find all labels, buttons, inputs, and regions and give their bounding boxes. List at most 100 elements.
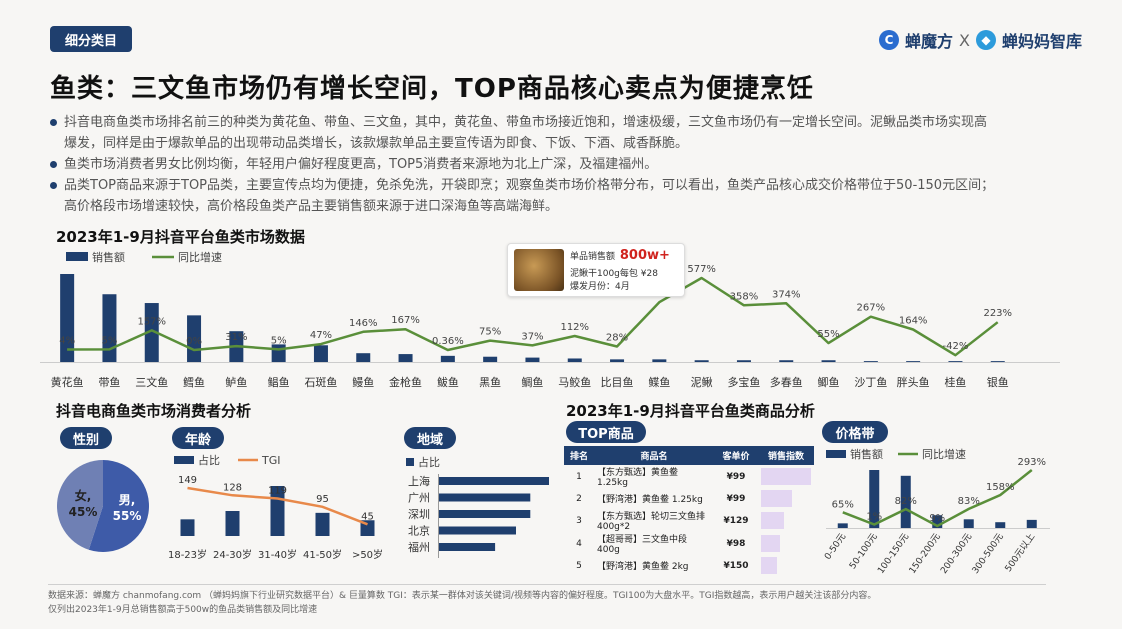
footer-divider bbox=[48, 584, 1046, 585]
sales-index-cell bbox=[758, 465, 814, 488]
price-bar-6 bbox=[1026, 519, 1037, 528]
page-title: 鱼类：三文鱼市场仍有增长空间，TOP商品核心卖点为便捷烹饪 bbox=[50, 74, 814, 104]
top-goods-table: 排名 商品名 客单价 销售指数 1 【东方甄选】黄鱼鲞 1.25kg ¥99 2 【野湾… bbox=[564, 446, 814, 576]
legend-growth-label: 同比增速 bbox=[178, 250, 222, 264]
growth-label-1: 5% bbox=[102, 335, 118, 346]
sales-index-cell bbox=[758, 509, 814, 532]
top-goods-pill: TOP商品 bbox=[566, 421, 646, 443]
callout-product: 泥鳅干100g每包 ¥28 bbox=[570, 269, 658, 279]
age-bar-1 bbox=[225, 511, 240, 536]
growth-line bbox=[67, 276, 999, 357]
category-label-0: 黄花鱼 bbox=[51, 375, 84, 389]
callout-product-image bbox=[514, 249, 564, 291]
sales-index-bar bbox=[761, 557, 777, 574]
bar-sales-2 bbox=[144, 303, 159, 362]
category-label-11: 鲷鱼 bbox=[521, 375, 543, 389]
rank-cell: 1 bbox=[576, 471, 582, 482]
category-label-17: 多春鱼 bbox=[770, 375, 803, 389]
brand-chanmofang: 蝉魔方 bbox=[905, 32, 954, 51]
pie-label-male-value: 55% bbox=[113, 509, 142, 523]
growth-label-22: 223% bbox=[983, 308, 1012, 319]
price-growth-label-1: 1% bbox=[866, 512, 882, 523]
rank-cell: 2 bbox=[576, 493, 582, 504]
growth-label-17: 374% bbox=[772, 289, 801, 300]
category-label-2: 三文鱼 bbox=[135, 375, 168, 389]
category-label-10: 黑鱼 bbox=[479, 375, 501, 389]
category-label-7: 鳗鱼 bbox=[352, 375, 374, 389]
price-growth-label-5: 158% bbox=[986, 482, 1015, 493]
age-bar-0 bbox=[180, 519, 195, 536]
price-growth-line bbox=[842, 469, 1033, 528]
region-bar-2 bbox=[439, 510, 531, 518]
growth-label-8: 167% bbox=[391, 315, 420, 326]
age-category-4: >50岁 bbox=[352, 548, 383, 561]
bar-sales-18 bbox=[821, 360, 836, 362]
pie-label-male-name: 男, bbox=[119, 493, 136, 507]
price-category-0: 0-50元 bbox=[823, 532, 848, 562]
bar-sales-20 bbox=[906, 361, 921, 363]
price-growth-label-6: 293% bbox=[1017, 457, 1046, 468]
price-bar-3 bbox=[932, 515, 943, 528]
growth-label-13: 28% bbox=[606, 333, 628, 344]
price-bar-4 bbox=[963, 519, 974, 528]
price-cell: ¥129 bbox=[723, 515, 749, 526]
legend-sales-label: 销售额 bbox=[92, 250, 125, 264]
bar-sales-9 bbox=[440, 355, 455, 362]
age-tgi-label-4: 45 bbox=[361, 511, 374, 522]
brand-separator: X bbox=[959, 30, 970, 50]
bullet-3: 品类TOP商品来源于TOP品类，主要宣传点均为便捷，免杀免洗，开袋即烹；观察鱼类… bbox=[48, 175, 1088, 196]
callout-value: 800w+ bbox=[619, 248, 670, 263]
gender-pie-chart: 男, 55% 女, 45% bbox=[57, 460, 149, 552]
category-label-22: 银鱼 bbox=[987, 375, 1009, 389]
region-pill: 地域 bbox=[404, 427, 456, 449]
price-bar-2 bbox=[900, 475, 911, 528]
price-category-1: 50-100元 bbox=[848, 532, 880, 571]
sales-index-cell bbox=[758, 532, 814, 555]
price-bar-5 bbox=[995, 522, 1006, 528]
bar-sales-11 bbox=[525, 357, 540, 362]
product-name-cell: 【野湾港】黄鱼鲞 1.25kg bbox=[597, 495, 703, 505]
growth-label-15: 577% bbox=[687, 264, 716, 275]
price-legend-sales: 销售额 bbox=[850, 447, 883, 461]
bar-sales-19 bbox=[863, 361, 878, 363]
region-legend-swatch bbox=[406, 458, 414, 466]
brand-logos: C 蝉魔方 X ◆ 蝉妈妈智库 bbox=[879, 28, 1082, 52]
sales-index-bar bbox=[761, 535, 780, 552]
callout-label: 单品销售额 bbox=[570, 252, 616, 262]
sales-index-bar bbox=[761, 490, 792, 507]
brand-chanmama: 蝉妈妈智库 bbox=[1001, 32, 1082, 51]
age-legend-tgi: TGI bbox=[261, 454, 281, 467]
age-pill: 年龄 bbox=[172, 427, 224, 449]
growth-label-19: 267% bbox=[857, 303, 886, 314]
sales-index-cell bbox=[758, 555, 814, 576]
growth-label-9: 0.36% bbox=[432, 336, 464, 347]
price-growth-label-2: 82% bbox=[895, 496, 917, 507]
price-cell: ¥98 bbox=[726, 538, 746, 549]
product-name-cell: 【东方甄选】轮切三文鱼排 400g*2 bbox=[597, 512, 706, 532]
bar-sales-16 bbox=[736, 360, 751, 362]
legend-sales-swatch bbox=[66, 252, 88, 261]
region-legend-label: 占比 bbox=[418, 455, 440, 469]
category-label-9: 鲅鱼 bbox=[437, 375, 459, 389]
age-tgi-label-3: 95 bbox=[316, 494, 329, 505]
category-label-6: 石斑鱼 bbox=[304, 375, 337, 389]
bar-sales-15 bbox=[694, 360, 709, 362]
bar-sales-5 bbox=[271, 344, 286, 362]
col-name: 商品名 bbox=[594, 446, 714, 465]
category-label-3: 鳕鱼 bbox=[183, 375, 205, 389]
pie-label-female-value: 45% bbox=[69, 505, 98, 519]
age-category-3: 41-50岁 bbox=[303, 548, 342, 561]
price-category-3: 150-200元 bbox=[908, 532, 943, 576]
pie-slice-female bbox=[57, 460, 103, 550]
pie-slice-male bbox=[88, 460, 149, 552]
category-label-4: 鲈鱼 bbox=[225, 375, 247, 389]
price-growth-label-0: 65% bbox=[832, 499, 854, 510]
region-label-3: 北京 bbox=[408, 524, 430, 538]
growth-label-21: -42% bbox=[943, 341, 969, 352]
table-row: 5 【野湾港】黄鱼鲞 2kg ¥150 bbox=[564, 555, 814, 576]
sales-index-bar bbox=[761, 468, 811, 485]
region-label-2: 深圳 bbox=[408, 508, 430, 521]
bullet-1: 抖音电商鱼类市场排名前三的种类为黄花鱼、带鱼、三文鱼，其中，黄花鱼、带鱼市场接近… bbox=[48, 112, 1088, 133]
market-chart-title: 2023年1-9月抖音平台鱼类市场数据 bbox=[56, 228, 305, 246]
